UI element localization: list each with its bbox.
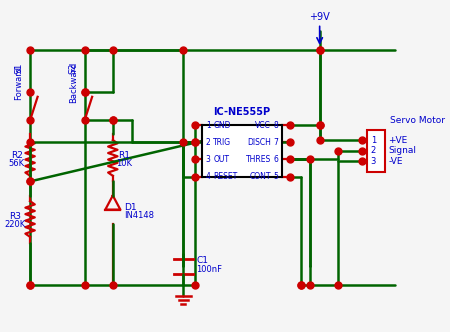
Text: THRES: THRES [246, 155, 271, 164]
Text: Backward: Backward [69, 62, 78, 103]
Text: 7: 7 [274, 138, 278, 147]
Text: 3: 3 [370, 157, 376, 166]
Text: OUT: OUT [213, 155, 230, 164]
Text: 100nF: 100nF [197, 265, 222, 274]
Text: VCC: VCC [255, 121, 271, 129]
Text: Signal: Signal [388, 146, 416, 155]
Text: Servo Motor: Servo Motor [390, 116, 445, 125]
Text: -VE: -VE [388, 157, 403, 166]
Text: 8: 8 [274, 121, 278, 129]
Text: 10K: 10K [116, 159, 132, 168]
Text: D1: D1 [124, 203, 137, 211]
Text: +VE: +VE [388, 136, 408, 145]
Text: IN4148: IN4148 [124, 211, 154, 220]
Text: 2: 2 [371, 146, 376, 155]
Bar [202, 125, 282, 177]
Text: 6: 6 [274, 155, 278, 164]
Text: TRIG: TRIG [213, 138, 232, 147]
Text: 4: 4 [206, 172, 211, 181]
Text: R2: R2 [11, 151, 23, 160]
Text: 2: 2 [206, 138, 211, 147]
Text: C1: C1 [197, 256, 208, 265]
Text: 1: 1 [206, 121, 211, 129]
Text: 3: 3 [206, 155, 211, 164]
Text: S1: S1 [14, 63, 23, 74]
Text: 1: 1 [371, 136, 376, 145]
Text: R1: R1 [118, 151, 130, 160]
Text: IC-NE555P: IC-NE555P [214, 108, 270, 118]
Text: Forward: Forward [14, 66, 23, 100]
Text: R3: R3 [9, 212, 21, 221]
Text: +9V: +9V [309, 12, 330, 22]
Text: GND: GND [213, 121, 231, 129]
Text: 5: 5 [274, 172, 278, 181]
Text: RESET: RESET [213, 172, 238, 181]
Text: DISCH: DISCH [247, 138, 271, 147]
Bar [367, 130, 386, 172]
Text: 220K: 220K [4, 220, 26, 229]
Text: S2: S2 [69, 63, 78, 74]
Text: CONT: CONT [249, 172, 271, 181]
Text: 56K: 56K [9, 159, 25, 168]
